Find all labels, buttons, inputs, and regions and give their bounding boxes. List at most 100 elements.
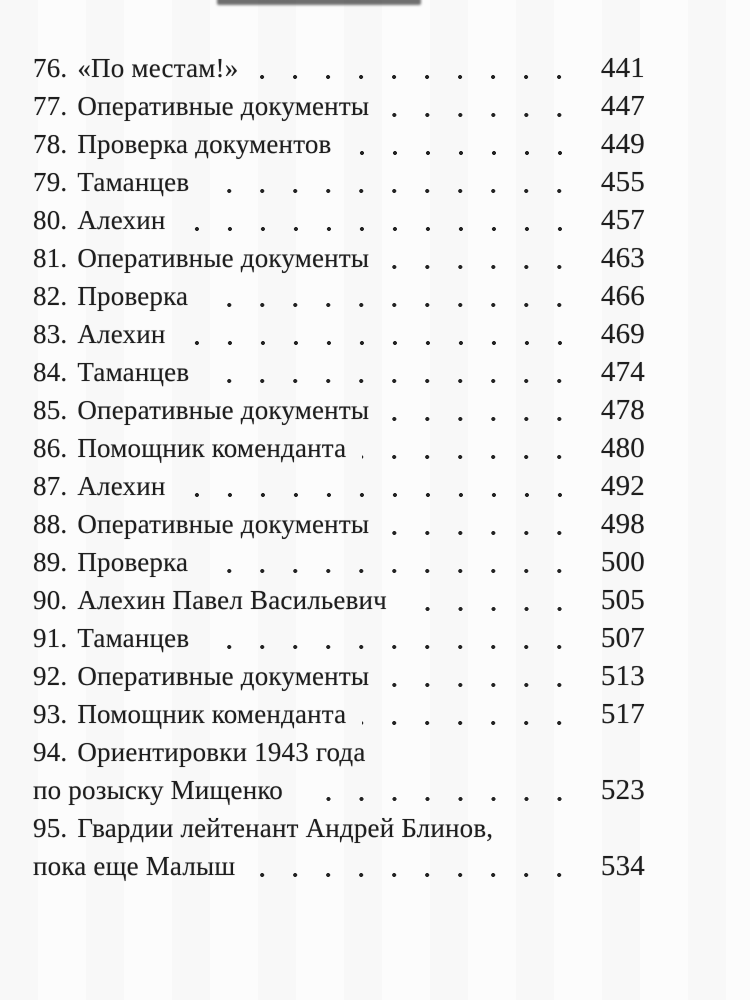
dot-leader <box>385 87 578 125</box>
toc-entry-line: 89. Проверка 500 <box>33 543 645 581</box>
toc-page-number: 466 <box>600 280 645 312</box>
toc-entry-number: 88. <box>33 509 68 539</box>
toc-entry-line: пока еще Малыш 534 <box>33 847 645 885</box>
toc-entry-number: 83. <box>33 319 68 349</box>
toc-page-number: 513 <box>600 660 645 692</box>
toc-entry-title: Алехин <box>77 319 166 349</box>
toc-entry-line: 77. Оперативные документы 447 <box>33 87 645 125</box>
toc-page-number: 457 <box>600 204 645 236</box>
dot-leader <box>181 315 578 353</box>
toc-page-number: 480 <box>600 432 645 464</box>
toc-entry-line: 80. Алехин 457 <box>33 201 645 239</box>
dot-leader <box>385 505 578 543</box>
toc-page-number: 463 <box>600 242 645 274</box>
toc-entry-title: Алехин Павел Васильевич <box>77 585 387 615</box>
toc-entry-number: 78. <box>33 129 68 159</box>
toc-entry-number: 93. <box>33 699 68 729</box>
toc-entry-title: Оперативные документы <box>77 509 370 539</box>
toc-entry-line: по розыску Мищенко 523 <box>33 771 645 809</box>
toc-entry-line: 91. Таманцев 507 <box>33 619 645 657</box>
toc-entry-line: 82. Проверка 466 <box>33 277 645 315</box>
toc-entry-line: 78. Проверка документов 449 <box>33 125 645 163</box>
toc-entry-number: 91. <box>33 623 68 653</box>
toc-entry-title: Оперативные документы <box>77 395 370 425</box>
dot-leader <box>205 619 578 657</box>
toc-entry-number: 81. <box>33 243 68 273</box>
dot-leader <box>181 467 578 505</box>
toc-entry-number: 87. <box>33 471 68 501</box>
toc-page-number: 492 <box>600 470 645 502</box>
dot-leader <box>204 543 578 581</box>
toc-entry-title: Ориентировки 1943 года <box>77 737 366 767</box>
toc-entry-line: 79. Таманцев 455 <box>33 163 645 201</box>
toc-entry-title: Таманцев <box>77 167 190 197</box>
toc-entry-title: Алехин <box>77 471 166 501</box>
toc-entry-number: 82. <box>33 281 68 311</box>
dot-leader <box>347 125 578 163</box>
toc-entry-number: 86. <box>33 433 68 463</box>
toc-entry-number: 90. <box>33 585 68 615</box>
dot-leader <box>385 239 578 277</box>
toc-entry-line: 83. Алехин 469 <box>33 315 645 353</box>
toc-entry-title: Проверка <box>77 547 189 577</box>
toc-page-number: 534 <box>600 850 645 882</box>
toc-entry-line: 81. Оперативные документы 463 <box>33 239 645 277</box>
toc-entry-number: 79. <box>33 167 68 197</box>
dot-leader <box>402 581 578 619</box>
toc-entry-number: 89. <box>33 547 68 577</box>
toc-entry-title: Проверка документов <box>77 129 332 159</box>
dot-leader <box>254 49 578 87</box>
toc-page-number: 478 <box>600 394 645 426</box>
toc-entry-line: 88. Оперативные документы 498 <box>33 505 645 543</box>
toc-entry-line: 76. «По местам!» 441 <box>33 49 645 87</box>
dot-leader <box>362 695 578 733</box>
toc-entry-title: Помощник коменданта <box>77 699 347 729</box>
dot-leader <box>251 847 578 885</box>
dot-leader <box>299 771 578 809</box>
toc-entry-number: 77. <box>33 91 68 121</box>
toc-entry-number: 94. <box>33 737 68 767</box>
toc-entry-line: 85. Оперативные документы 478 <box>33 391 645 429</box>
dot-leader <box>385 657 578 695</box>
toc-page-number: 505 <box>600 584 645 616</box>
cropped-heading-artifact <box>217 0 421 5</box>
toc-entry-line: 94. Ориентировки 1943 года <box>33 733 645 771</box>
toc-entry-line: 86. Помощник коменданта 480 <box>33 429 645 467</box>
toc-page-number: 523 <box>600 774 645 806</box>
toc-page-number: 447 <box>600 90 645 122</box>
toc-list: 76. «По местам!» 441 77. Оперативные док… <box>33 49 645 885</box>
toc-entry-title: Оперативные документы <box>77 91 370 121</box>
toc-entry-title: Проверка <box>77 281 189 311</box>
toc-page-number: 474 <box>600 356 645 388</box>
toc-page-number: 455 <box>600 166 645 198</box>
toc-entry-line: 90. Алехин Павел Васильевич 505 <box>33 581 645 619</box>
toc-page-number: 498 <box>600 508 645 540</box>
toc-entry-title: пока еще Малыш <box>33 851 236 881</box>
toc-entry-title: Таманцев <box>77 357 190 387</box>
toc-entry-title: Гвардии лейтенант Андрей Блинов, <box>77 813 494 843</box>
toc-entry-title: по розыску Мищенко <box>33 775 284 805</box>
toc-entry-title: Помощник коменданта <box>77 433 347 463</box>
toc-entry-title: Алехин <box>77 205 166 235</box>
dot-leader <box>205 163 578 201</box>
toc-page-number: 469 <box>600 318 645 350</box>
dot-leader <box>204 277 578 315</box>
toc-entry-title: Оперативные документы <box>77 661 370 691</box>
toc-page-number: 449 <box>600 128 645 160</box>
toc-entry-line: 95. Гвардии лейтенант Андрей Блинов, <box>33 809 645 847</box>
toc-page-number: 441 <box>600 52 645 84</box>
dot-leader <box>385 391 578 429</box>
toc-entry-number: 80. <box>33 205 68 235</box>
dot-leader <box>362 429 578 467</box>
toc-entry-number: 92. <box>33 661 68 691</box>
toc-entry-number: 76. <box>33 53 68 83</box>
dot-leader <box>205 353 578 391</box>
toc-entry-title: Оперативные документы <box>77 243 370 273</box>
toc-entry-number: 84. <box>33 357 68 387</box>
toc-entry-title: «По местам!» <box>77 53 239 83</box>
toc-page-number: 507 <box>600 622 645 654</box>
toc-entry-line: 93. Помощник коменданта 517 <box>33 695 645 733</box>
toc-entry-number: 85. <box>33 395 68 425</box>
toc-page-number: 500 <box>600 546 645 578</box>
